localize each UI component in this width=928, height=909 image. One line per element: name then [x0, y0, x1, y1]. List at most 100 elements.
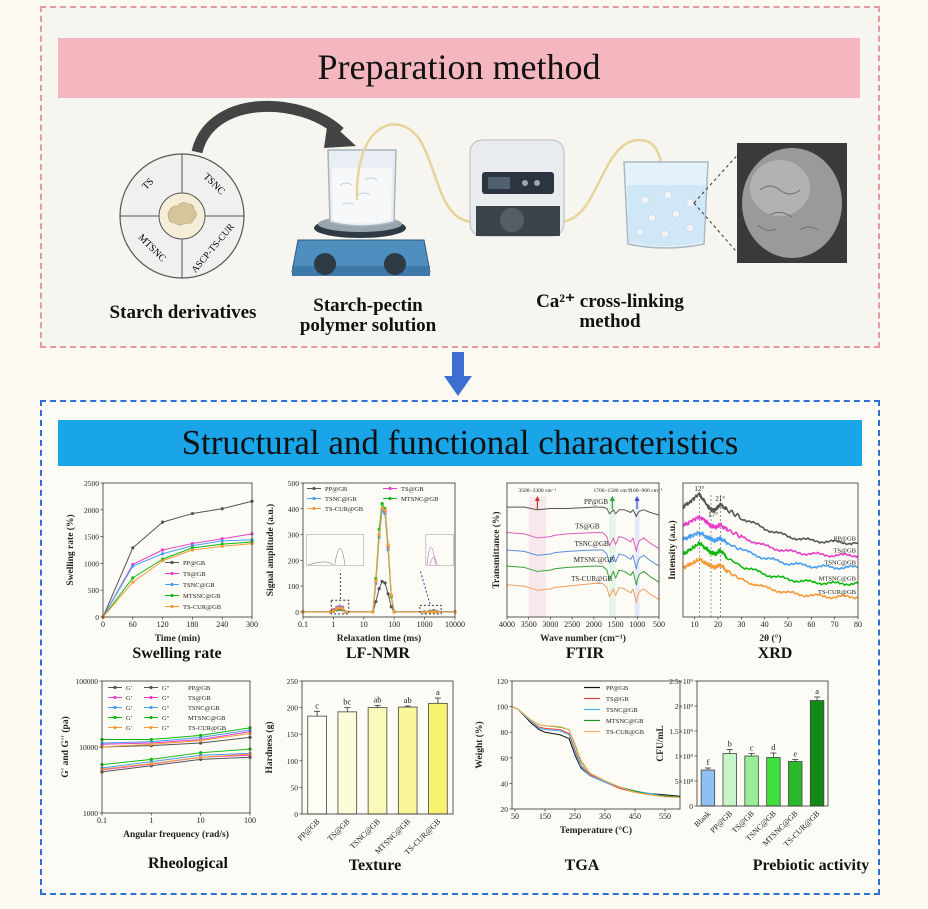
y-tick-label: 1×10⁹	[675, 752, 693, 761]
legend-label: TS@GB	[183, 571, 206, 578]
y-tick-label: 0	[95, 613, 99, 622]
y-tick-label: 80	[501, 728, 509, 737]
bar	[766, 757, 781, 807]
y-axis-label: Intensity (a.u.)	[667, 520, 678, 579]
legend-marker	[388, 486, 392, 491]
series-line	[682, 514, 859, 559]
data-point	[386, 543, 390, 547]
y-tick-label: 40	[501, 779, 509, 788]
significance-letter: ab	[373, 694, 381, 704]
inset-curve	[308, 548, 346, 566]
legend-marker	[113, 705, 117, 710]
legend-marker	[312, 496, 316, 501]
zoom-line	[693, 202, 743, 259]
series-line	[101, 733, 251, 748]
bar	[428, 702, 448, 815]
legend-label: PP@GB	[188, 685, 211, 692]
legend-marker	[113, 695, 117, 700]
legend-marker	[149, 715, 153, 720]
down-arrow-icon	[444, 352, 472, 396]
x-axis-label: Relaxation time (ms)	[337, 633, 421, 644]
y-tick-label: 0	[294, 810, 298, 819]
series-line	[101, 753, 251, 770]
y-axis-label: Swelling rate (%)	[65, 514, 76, 585]
plot-frame	[696, 680, 829, 807]
legend-marker	[149, 725, 153, 730]
band-annotation: 3500−3300 cm⁻¹	[519, 488, 557, 494]
data-point	[161, 552, 165, 556]
band-annotation: 1700−1500 cm⁻¹	[593, 488, 631, 494]
x-tick-label: 10000	[445, 620, 465, 629]
data-point	[161, 548, 165, 552]
y-tick-label: 5×10⁸	[675, 777, 693, 786]
series-line	[506, 549, 660, 570]
highlight-band	[634, 497, 640, 617]
y-tick-label: 0	[295, 608, 299, 617]
y-tick-label: 2000	[84, 506, 99, 515]
series-line	[102, 543, 253, 618]
series-line	[101, 752, 251, 769]
x-tick-label: 10	[197, 816, 205, 825]
x-tick-label: 120	[157, 620, 169, 629]
x-tick-label: 2500	[564, 620, 580, 629]
legend-label: PP@GB	[183, 560, 206, 567]
y-tick-label: 1.5×10⁹	[669, 727, 693, 736]
series-line	[303, 580, 456, 613]
crosslinking-beaker-icon	[623, 161, 709, 249]
legend-label: TS-CUR@GB	[606, 729, 645, 736]
preparation-title: Preparation method	[317, 47, 601, 87]
y-tick-label: 500	[288, 479, 300, 488]
legend-marker	[312, 486, 316, 491]
legend-label: TSNC@GB	[606, 707, 638, 714]
chart-xrd: 12° 17° 21° PP@GB TS@GB TSNC@GB MTSNC@GB TS-CUR…	[667, 482, 862, 644]
data-point	[131, 576, 135, 580]
arrow-icon	[634, 496, 640, 501]
chart-tga: PP@GB TS@GB TSNC@GB MTSNC@GB TS-CUR@GB 50 150 2…	[474, 677, 681, 836]
significance-letter: a	[815, 686, 819, 696]
legend-label: TSNC@GB	[183, 582, 215, 589]
x-axis-label: Temperature (°C)	[560, 825, 632, 836]
legend-marker	[170, 593, 174, 598]
series-label: MTSNC@GB	[574, 556, 615, 564]
inset-plot	[306, 534, 365, 566]
beaker-icon	[327, 149, 397, 227]
gel-beads	[636, 191, 694, 238]
data-point	[220, 539, 224, 543]
legend-label: G'	[126, 715, 132, 722]
series-line	[102, 539, 253, 618]
data-point	[149, 757, 153, 761]
data-point	[335, 607, 339, 611]
step-label-line: Ca²⁺ cross-linking	[536, 291, 684, 312]
legend-marker	[388, 496, 392, 501]
data-point	[377, 587, 381, 591]
data-point	[131, 564, 135, 568]
preparation-header: Preparation method	[58, 38, 860, 98]
legend-label: TS-CUR@GB	[183, 604, 222, 611]
bar	[700, 769, 716, 807]
x-tick-label: 30	[737, 620, 745, 629]
arrow-icon	[609, 496, 615, 501]
caption-xrd: XRD	[757, 645, 793, 662]
series-line	[102, 727, 251, 740]
y-tick-label: 150	[287, 730, 299, 739]
plot-frame	[682, 482, 859, 618]
legend-label: TS@GB	[606, 696, 629, 703]
x-tick-label: 50	[784, 620, 792, 629]
legend-label: MTSNC@GB	[606, 718, 644, 725]
series-line	[102, 500, 253, 618]
data-point	[380, 507, 384, 511]
x-tick-label: 80	[854, 620, 862, 629]
significance-letter: bc	[343, 697, 351, 707]
x-tick-label: 180	[186, 620, 198, 629]
legend-marker	[113, 725, 117, 730]
x-tick-label: 1	[331, 620, 335, 629]
series-line	[506, 532, 660, 552]
y-tick-label: 120	[497, 677, 509, 686]
x-tick-label: 1000	[629, 620, 645, 629]
series-line	[506, 565, 660, 586]
series-line	[507, 506, 660, 517]
y-axis-label: CFU/mL	[656, 725, 666, 761]
bar	[788, 761, 803, 807]
data-point	[392, 610, 396, 614]
